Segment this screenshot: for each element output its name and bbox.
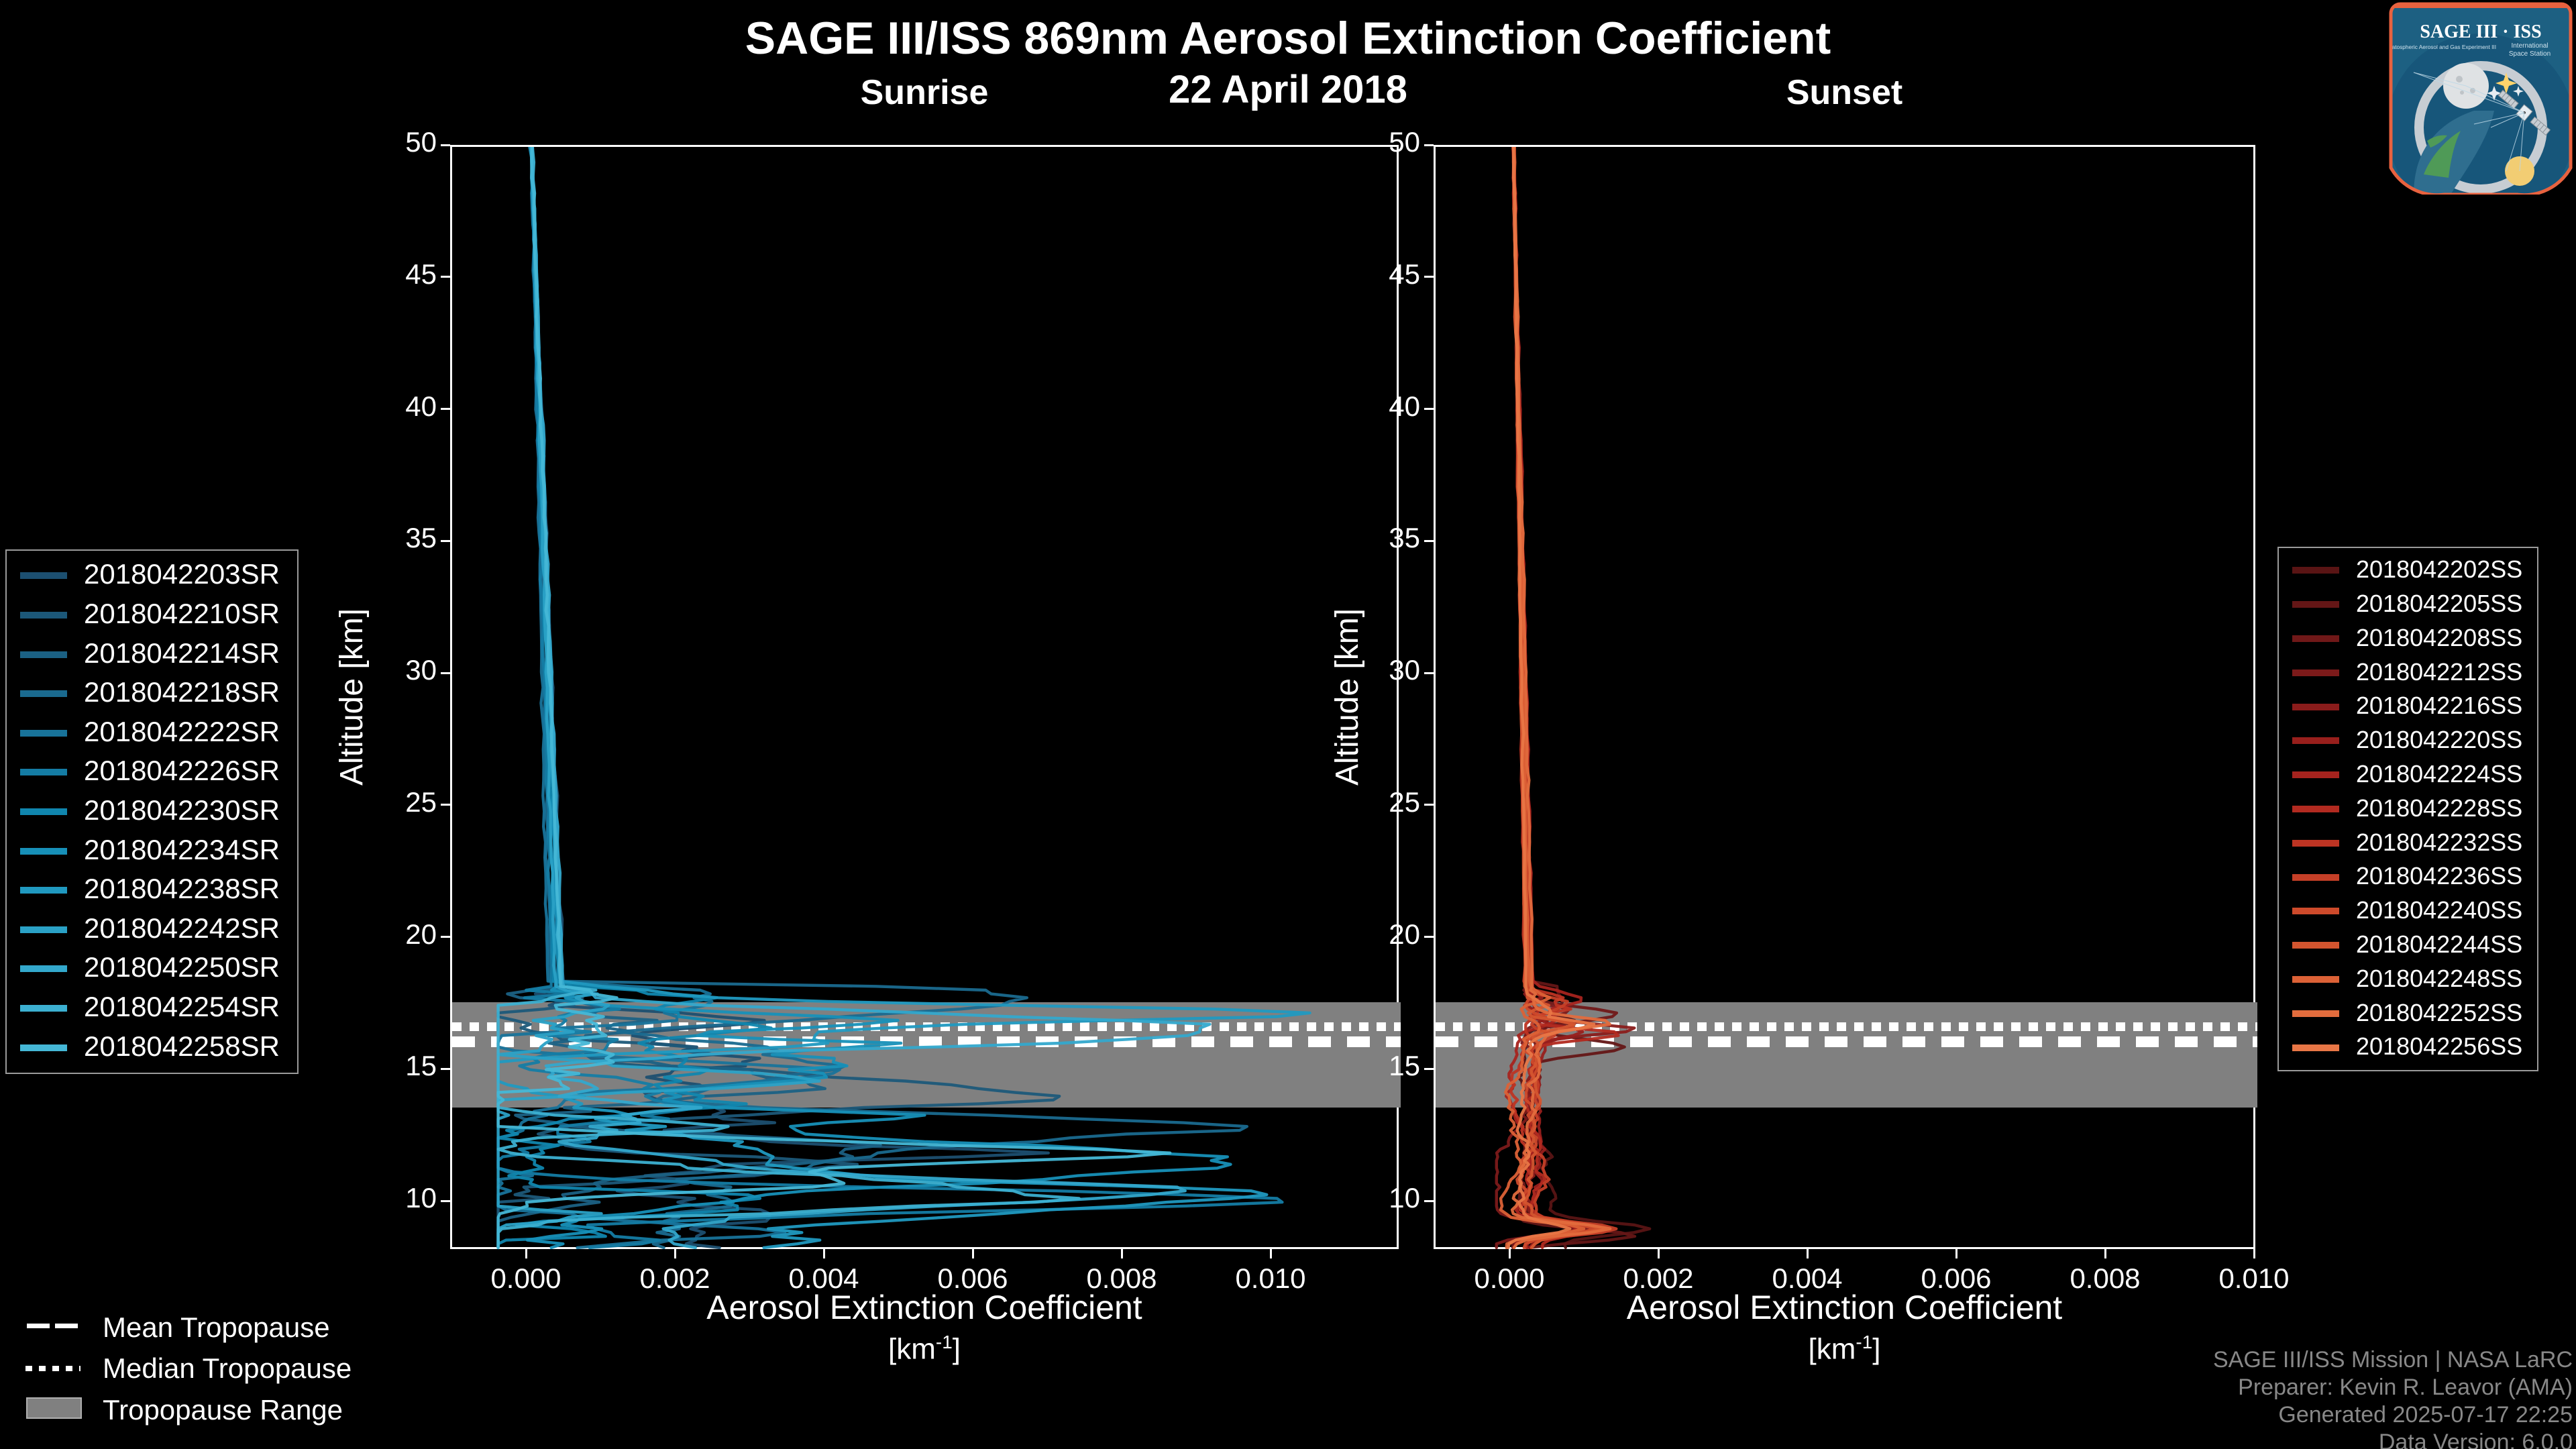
svg-text:SAGE III · ISS: SAGE III · ISS	[2420, 21, 2541, 42]
svg-text:Stratospheric Aerosol and Gas: Stratospheric Aerosol and Gas Experiment…	[2387, 44, 2496, 50]
svg-text:Space Station: Space Station	[2509, 50, 2551, 58]
svg-text:International: International	[2511, 42, 2548, 50]
